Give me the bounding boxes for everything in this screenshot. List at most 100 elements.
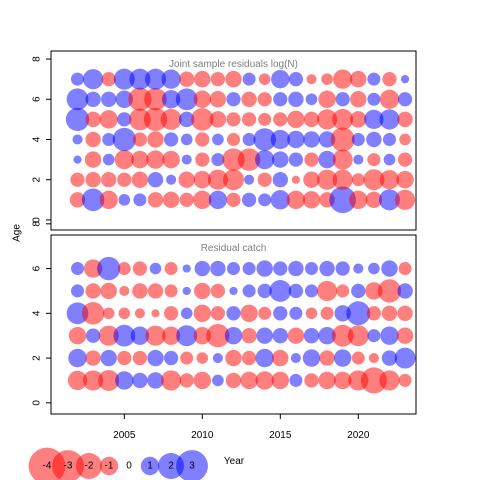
legend-bubble bbox=[52, 450, 84, 480]
bubble bbox=[100, 349, 117, 367]
bubble bbox=[163, 132, 179, 147]
bubble bbox=[132, 261, 148, 276]
bubble bbox=[100, 282, 117, 300]
bubble bbox=[305, 93, 318, 106]
bubble bbox=[179, 111, 195, 128]
bubble bbox=[65, 107, 90, 132]
bubble bbox=[114, 149, 134, 170]
bubble bbox=[85, 350, 101, 366]
bubble bbox=[305, 307, 318, 320]
bubble bbox=[302, 191, 321, 209]
bubble bbox=[241, 112, 257, 127]
bubble bbox=[350, 91, 367, 108]
bubble bbox=[303, 171, 320, 188]
bubble bbox=[367, 92, 381, 106]
bubble bbox=[226, 192, 241, 207]
bubble bbox=[335, 92, 350, 107]
bubble bbox=[132, 132, 148, 147]
bubble bbox=[272, 151, 289, 168]
bubble bbox=[272, 327, 288, 344]
bubble bbox=[330, 127, 355, 152]
bubble bbox=[394, 347, 416, 369]
bubble bbox=[212, 374, 224, 387]
bubble bbox=[163, 306, 179, 321]
bubble bbox=[257, 92, 272, 107]
bubble bbox=[241, 327, 257, 344]
bubble bbox=[118, 307, 131, 320]
bubble bbox=[97, 256, 121, 281]
bubble bbox=[210, 306, 226, 321]
bubble bbox=[255, 348, 274, 368]
bubble bbox=[257, 172, 272, 187]
bubble bbox=[287, 327, 305, 344]
bubble bbox=[81, 188, 105, 212]
y-tick-label: 6 bbox=[32, 96, 43, 102]
bubble bbox=[193, 371, 212, 390]
y-tick-label: 0 bbox=[32, 400, 43, 406]
bubble bbox=[85, 328, 101, 343]
bubble bbox=[399, 133, 411, 146]
bubble bbox=[288, 152, 304, 167]
bubble bbox=[147, 192, 164, 208]
bubble bbox=[303, 111, 320, 128]
bubble bbox=[194, 282, 211, 300]
bubble bbox=[351, 132, 365, 147]
bubble bbox=[147, 131, 164, 148]
bubble bbox=[256, 260, 273, 277]
bubble bbox=[257, 283, 272, 299]
bubble bbox=[98, 325, 119, 346]
bubble bbox=[164, 284, 178, 298]
bubble bbox=[175, 88, 198, 111]
bubble bbox=[321, 73, 333, 85]
bubble bbox=[242, 132, 256, 147]
bubble bbox=[68, 348, 87, 368]
bubble bbox=[333, 69, 353, 89]
bubble bbox=[318, 371, 336, 390]
bubble bbox=[304, 262, 318, 276]
bubble bbox=[244, 174, 255, 185]
bubble bbox=[101, 72, 116, 87]
bubble bbox=[347, 325, 369, 347]
y-tick-label: 8 bbox=[32, 221, 43, 227]
bubble bbox=[160, 108, 182, 130]
bubble bbox=[151, 309, 160, 318]
bubble bbox=[147, 349, 164, 367]
bubble bbox=[68, 326, 87, 345]
bubble bbox=[336, 284, 350, 298]
bubble bbox=[335, 261, 350, 276]
bubble bbox=[193, 190, 212, 210]
bubble bbox=[290, 353, 301, 364]
bubble bbox=[117, 350, 132, 366]
bubble bbox=[368, 353, 379, 364]
y-tick-label: 8 bbox=[32, 56, 43, 62]
bubble bbox=[113, 68, 135, 90]
bubble bbox=[269, 280, 292, 302]
bubble bbox=[242, 72, 256, 86]
x-tick-label: 2010 bbox=[191, 430, 214, 441]
bubble bbox=[191, 108, 214, 131]
bubble bbox=[210, 283, 226, 299]
legend-label: 1 bbox=[147, 461, 153, 472]
bubble bbox=[117, 112, 132, 127]
bubble bbox=[240, 371, 258, 390]
bubble bbox=[304, 152, 319, 167]
bubble bbox=[102, 307, 115, 320]
bubble bbox=[383, 153, 396, 166]
bubble bbox=[224, 326, 243, 345]
legend-label: -2 bbox=[85, 461, 94, 472]
bubble bbox=[350, 70, 367, 88]
bubble bbox=[240, 304, 258, 323]
bubble bbox=[381, 350, 398, 366]
y-tick-label: 4 bbox=[32, 310, 43, 316]
bubble bbox=[379, 370, 400, 391]
bubble bbox=[242, 284, 256, 298]
bubble bbox=[143, 107, 168, 132]
bubble bbox=[318, 131, 336, 148]
bubble bbox=[146, 150, 165, 169]
bubble bbox=[318, 150, 336, 169]
bubble bbox=[379, 89, 400, 109]
bubble bbox=[166, 174, 177, 185]
bubble bbox=[69, 192, 86, 208]
bubble bbox=[379, 109, 400, 130]
